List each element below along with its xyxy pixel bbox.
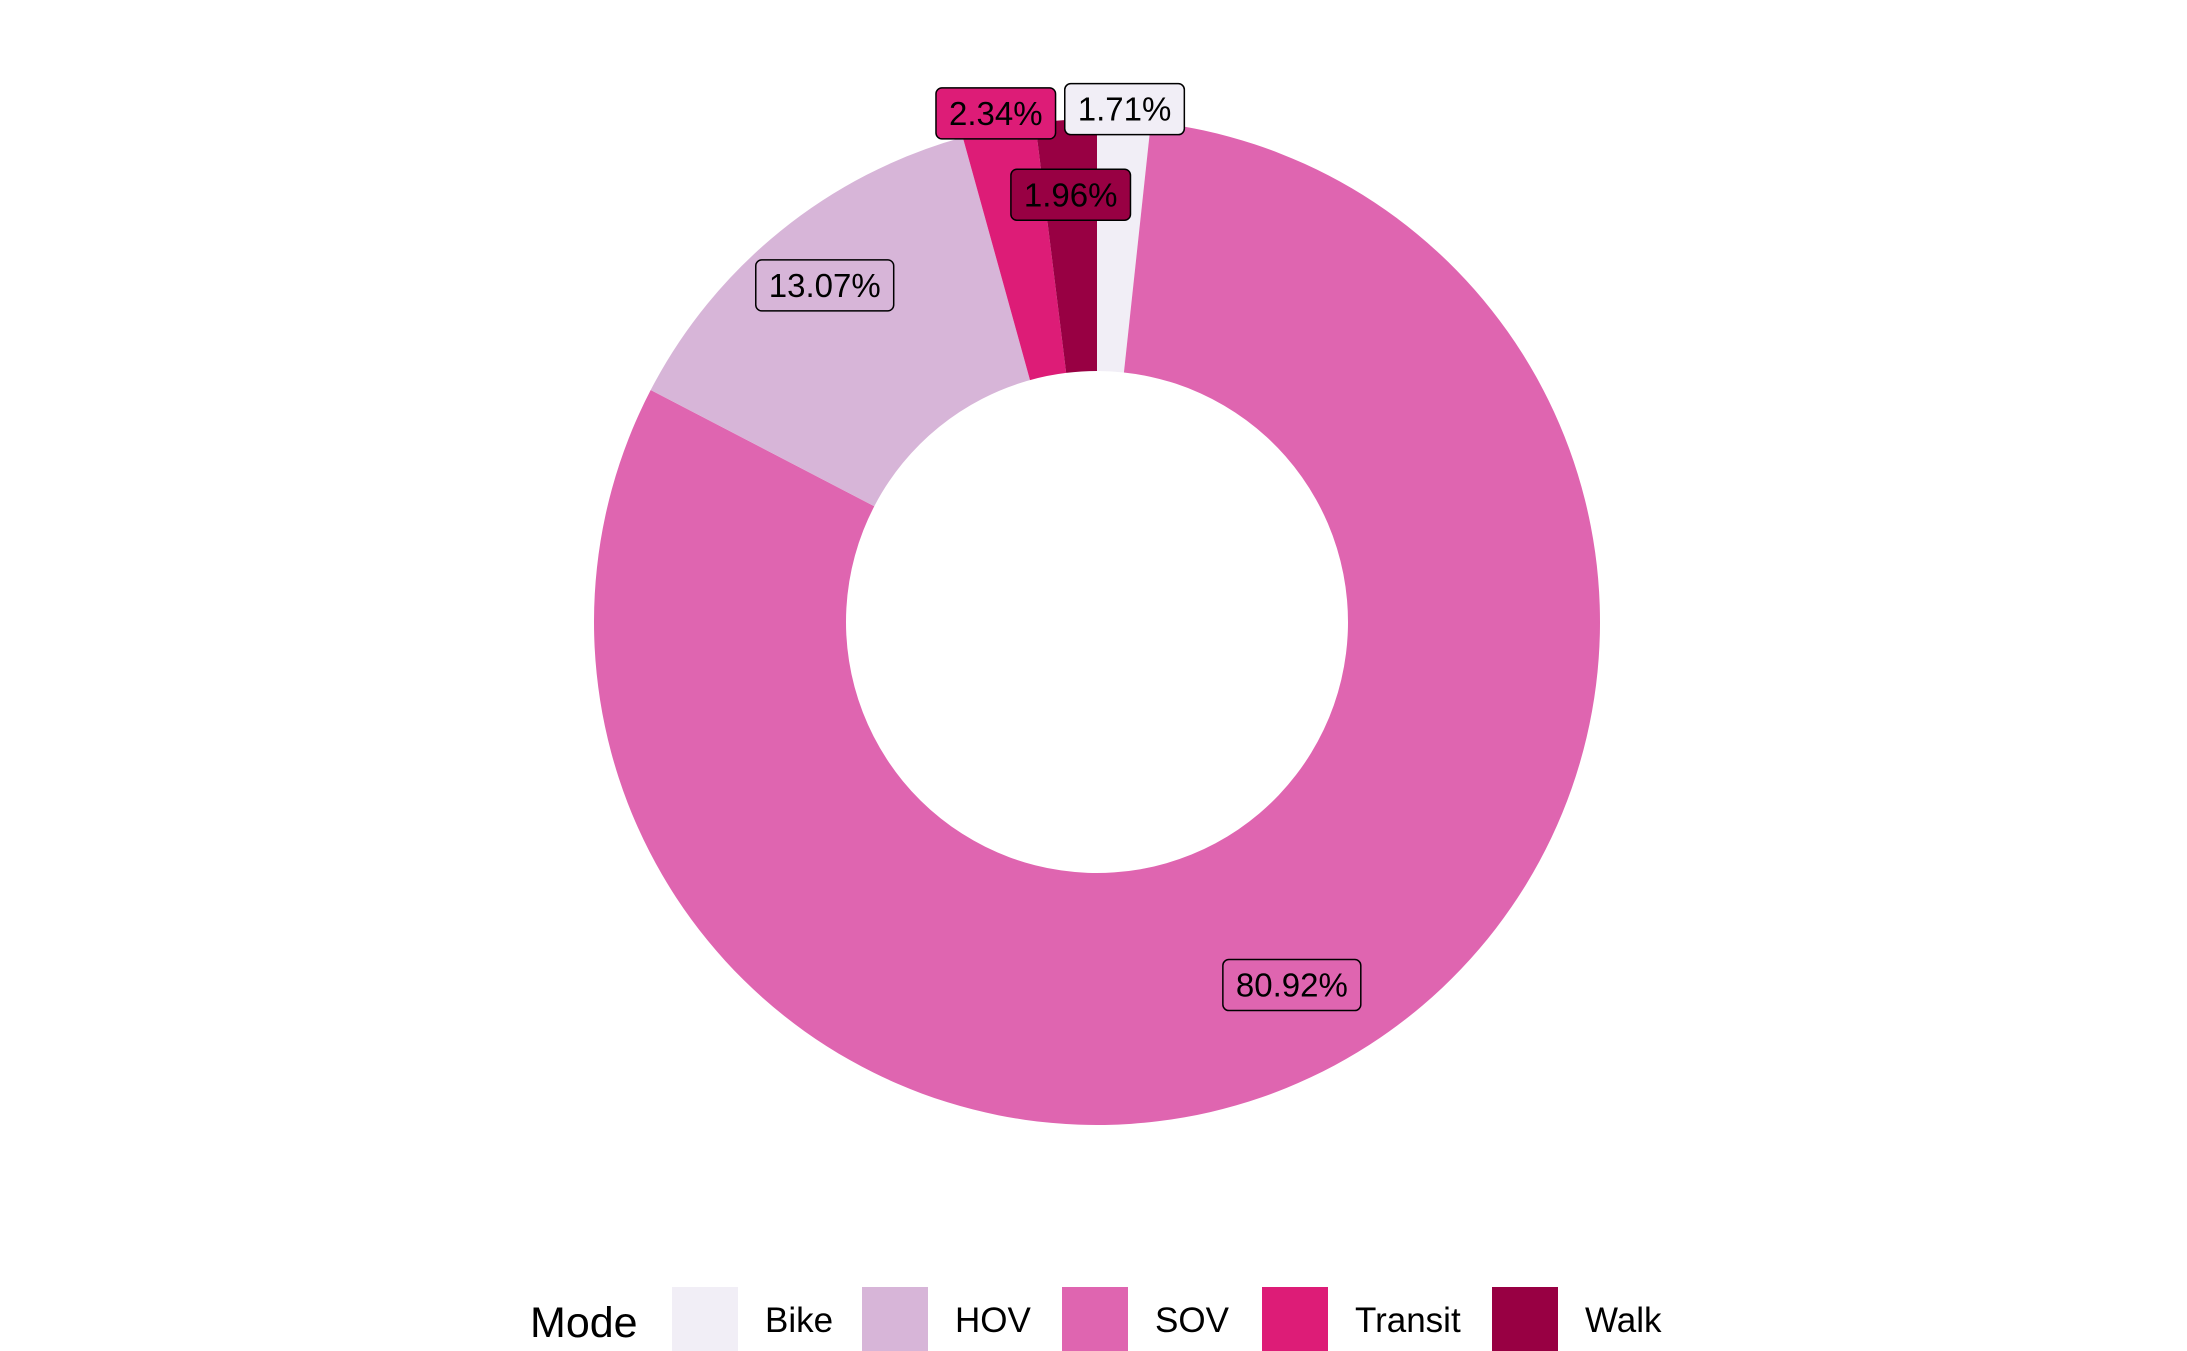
legend-label-walk: Walk [1585, 1301, 1662, 1340]
legend-label-transit: Transit [1355, 1301, 1461, 1340]
slice-label-box-transit [935, 87, 1057, 140]
slice-label-text-transit: 2.34% [949, 95, 1043, 132]
legend-label-bike: Bike [765, 1301, 833, 1340]
legend: Mode Bike HOV SOV Transit Walk [530, 1287, 1662, 1351]
slice-hov [650, 137, 1031, 507]
legend-label-sov: SOV [1155, 1301, 1230, 1340]
slice-label-walk: 1.96% [1010, 168, 1132, 222]
slice-labels: 1.71% 80.92% 13.07% 2.34% 1.96% [755, 82, 1362, 1012]
slice-label-transit: 2.34% [935, 87, 1057, 140]
slice-label-sov: 80.92% [1222, 958, 1362, 1012]
legend-key-walk [1492, 1287, 1558, 1351]
legend-key-bike [672, 1287, 738, 1351]
slice-label-text-hov: 13.07% [769, 267, 881, 304]
slice-label-text-sov: 80.92% [1236, 967, 1348, 1004]
slice-label-text-bike: 1.71% [1078, 91, 1172, 128]
slice-label-box-walk [1010, 168, 1132, 222]
legend-title: Mode [530, 1299, 638, 1347]
legend-label-hov: HOV [955, 1301, 1032, 1340]
legend-key-hov [862, 1287, 928, 1351]
slice-label-bike: 1.71% [1064, 82, 1186, 136]
slice-sov [593, 121, 1600, 1125]
slice-label-text-walk: 1.96% [1024, 176, 1118, 213]
legend-key-sov [1062, 1287, 1128, 1351]
slice-label-hov: 13.07% [755, 259, 895, 312]
legend-key-transit [1262, 1287, 1328, 1351]
slice-label-box-bike [1064, 82, 1186, 136]
slice-label-box-hov [755, 259, 895, 312]
donut-slices [593, 119, 1600, 1125]
slice-label-box-sov [1222, 958, 1362, 1012]
